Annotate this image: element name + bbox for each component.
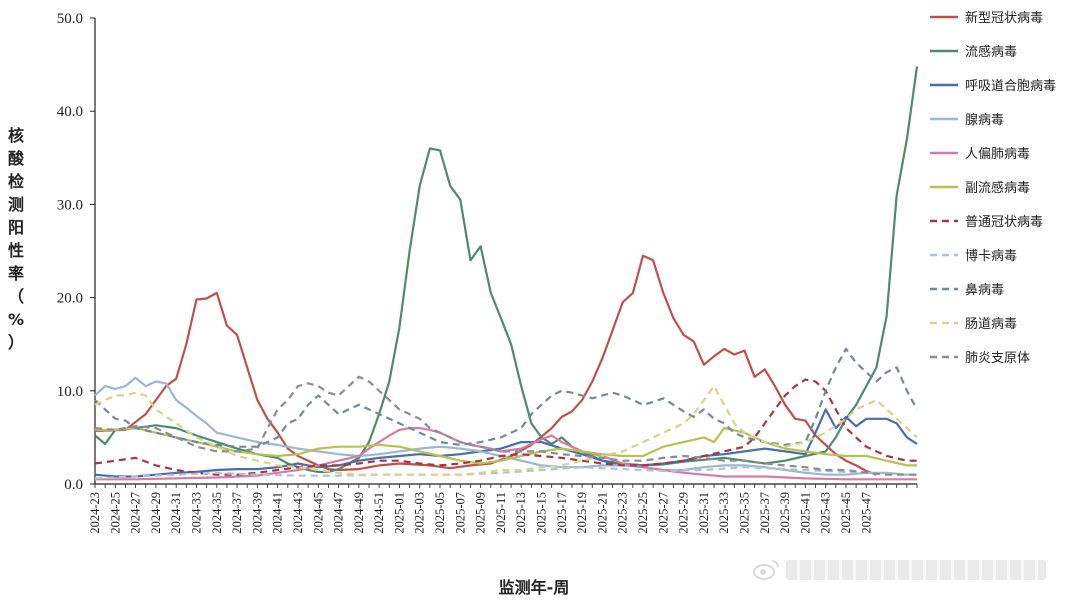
x-tick-label: 2025-47: [859, 492, 873, 534]
y-tick-label: 30.0: [57, 197, 83, 213]
x-tick-label: 2024-29: [149, 492, 163, 534]
x-tick-label: 2025-13: [514, 492, 528, 534]
series-line-9: [94, 385, 918, 476]
x-tick-label: 2025-37: [758, 492, 772, 534]
legend-label-9: 肠道病毒: [965, 317, 1017, 332]
series-line-10: [94, 375, 917, 476]
legend-label-4: 人偏肺病毒: [965, 147, 1030, 162]
x-tick-label: 2024-27: [129, 492, 143, 534]
x-tick-label: 2025-19: [575, 492, 589, 534]
x-tick-label: 2025-45: [839, 492, 853, 534]
legend-label-1: 流感病毒: [965, 44, 1017, 60]
x-tick-label: 2025-27: [656, 492, 670, 534]
x-tick-label: 2024-45: [311, 492, 325, 534]
x-tick-label: 2025-21: [595, 492, 609, 534]
watermark: [752, 553, 1062, 587]
x-tick-label: 2025-31: [697, 492, 711, 534]
x-tick-label: 2024-43: [291, 492, 305, 534]
series-line-0: [94, 254, 877, 476]
x-tick-label: 2025-23: [616, 492, 630, 534]
legend-label-2: 呼吸道合胞病毒: [965, 79, 1056, 94]
legend-label-5: 副流感病毒: [965, 180, 1030, 196]
x-tick-label: 2024-33: [189, 492, 203, 534]
y-tick-label: 0.0: [64, 477, 83, 493]
x-tick-label: 2025-33: [717, 492, 731, 534]
y-tick-label: 20.0: [57, 291, 83, 307]
x-tick-label: 2024-31: [169, 492, 183, 534]
x-tick-label: 2025-41: [798, 492, 812, 534]
x-tick-label: 2025-03: [413, 492, 427, 534]
x-tick-label: 2025-05: [433, 492, 447, 534]
series-lines: [94, 66, 919, 481]
x-tick-label: 2025-25: [636, 492, 650, 534]
y-tick-label: 50.0: [57, 11, 83, 27]
legend-label-0: 新型冠状病毒: [965, 10, 1043, 26]
x-tick-label: 2024-49: [352, 492, 366, 534]
axes: [94, 18, 917, 485]
x-tick-label: 2025-11: [494, 492, 508, 533]
watermark-text-blur: [786, 560, 1046, 580]
legend-label-10: 肺炎支原体: [965, 351, 1030, 366]
y-axis-title-text: 核酸检测阳性率（%）: [8, 126, 25, 352]
x-axis-ticks: 2024-23 2024-25 2024-27 2024-29 2024-31 2024-…: [88, 484, 918, 534]
x-tick-label: 2024-35: [210, 492, 224, 534]
y-axis-title: 核酸检测阳性率（%）: [8, 126, 25, 352]
legend-label-7: 博卡病毒: [965, 249, 1017, 264]
x-tick-label: 2025-09: [474, 492, 488, 534]
x-tick-label: 2025-43: [819, 492, 833, 534]
y-tick-label: 10.0: [57, 384, 83, 400]
x-tick-label: 2024-41: [271, 492, 285, 534]
legend-label-8: 鼻病毒: [965, 282, 1004, 298]
legend: 新型冠状病毒流感病毒呼吸道合胞病毒腺病毒人偏肺病毒副流感病毒普通冠状病毒博卡病毒…: [930, 10, 1056, 366]
y-axis-ticks: 0.0 10.0 20.0 30.0 40.0 50.0: [57, 11, 95, 493]
x-tick-label: 2025-39: [778, 492, 792, 534]
series-line-2: [94, 408, 918, 478]
x-tick-label: 2024-25: [108, 492, 122, 534]
series-line-7: [94, 466, 917, 480]
x-tick-label: 2025-35: [737, 492, 751, 534]
x-tick-label: 2024-51: [372, 492, 386, 534]
x-tick-label: 2024-47: [332, 492, 346, 534]
series-line-8: [94, 347, 918, 448]
x-tick-label: 2025-29: [677, 492, 691, 534]
x-tick-label: 2025-07: [453, 492, 467, 534]
x-tick-label: 2024-23: [88, 492, 102, 534]
legend-label-3: 腺病毒: [965, 113, 1004, 128]
x-tick-label: 2025-01: [392, 492, 406, 534]
x-tick-label: 2024-39: [250, 492, 264, 534]
x-tick-label: 2024-37: [230, 492, 244, 534]
y-tick-label: 40.0: [57, 104, 83, 120]
series-line-1: [94, 66, 919, 473]
weibo-logo-icon: [753, 560, 779, 580]
x-tick-label: 2025-15: [535, 492, 549, 534]
x-tick-label: 2025-17: [555, 492, 569, 534]
series-line-6: [94, 378, 917, 476]
legend-label-6: 普通冠状病毒: [965, 215, 1043, 230]
x-axis-title: 监测年-周: [499, 578, 570, 597]
